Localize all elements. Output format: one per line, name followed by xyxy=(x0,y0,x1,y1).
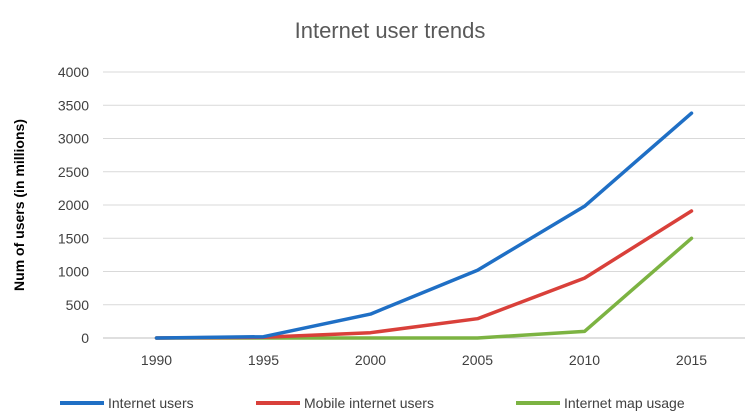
y-tick-label: 3500 xyxy=(58,97,89,113)
series-line xyxy=(154,236,694,340)
y-tick-label: 0 xyxy=(81,330,89,346)
legend-label: Internet map usage xyxy=(564,395,685,411)
y-tick-label: 4000 xyxy=(58,64,89,80)
x-tick-label: 1995 xyxy=(248,352,279,368)
x-tick-label: 2000 xyxy=(355,352,386,368)
y-tick-label: 1000 xyxy=(58,264,89,280)
y-tick-label: 500 xyxy=(66,297,90,313)
y-axis-label: Num of users (in millions) xyxy=(11,119,27,291)
series-line xyxy=(154,111,694,340)
series-lines xyxy=(154,111,694,340)
x-axis-ticks: 1990 1995 2000 2005 2010 2015 xyxy=(141,352,707,368)
legend-label: Internet users xyxy=(108,395,194,411)
x-tick-label: 2015 xyxy=(676,352,707,368)
grid-lines xyxy=(103,71,745,339)
x-tick-label: 2005 xyxy=(462,352,493,368)
y-axis-ticks: 0 500 1000 1500 2000 2500 3000 3500 4000 xyxy=(58,64,89,346)
legend: Internet users Mobile internet users Inter… xyxy=(60,395,685,411)
legend-item: Internet map usage xyxy=(516,395,685,411)
legend-label: Mobile internet users xyxy=(304,395,434,411)
x-tick-label: 1990 xyxy=(141,352,172,368)
y-tick-label: 1500 xyxy=(58,230,89,246)
legend-item: Mobile internet users xyxy=(256,395,434,411)
y-tick-label: 3000 xyxy=(58,131,89,147)
x-tick-label: 2010 xyxy=(569,352,600,368)
y-tick-label: 2000 xyxy=(58,197,89,213)
legend-item: Internet users xyxy=(60,395,194,411)
y-tick-label: 2500 xyxy=(58,164,89,180)
chart-title: Internet user trends xyxy=(295,18,486,43)
series-line xyxy=(154,209,694,340)
